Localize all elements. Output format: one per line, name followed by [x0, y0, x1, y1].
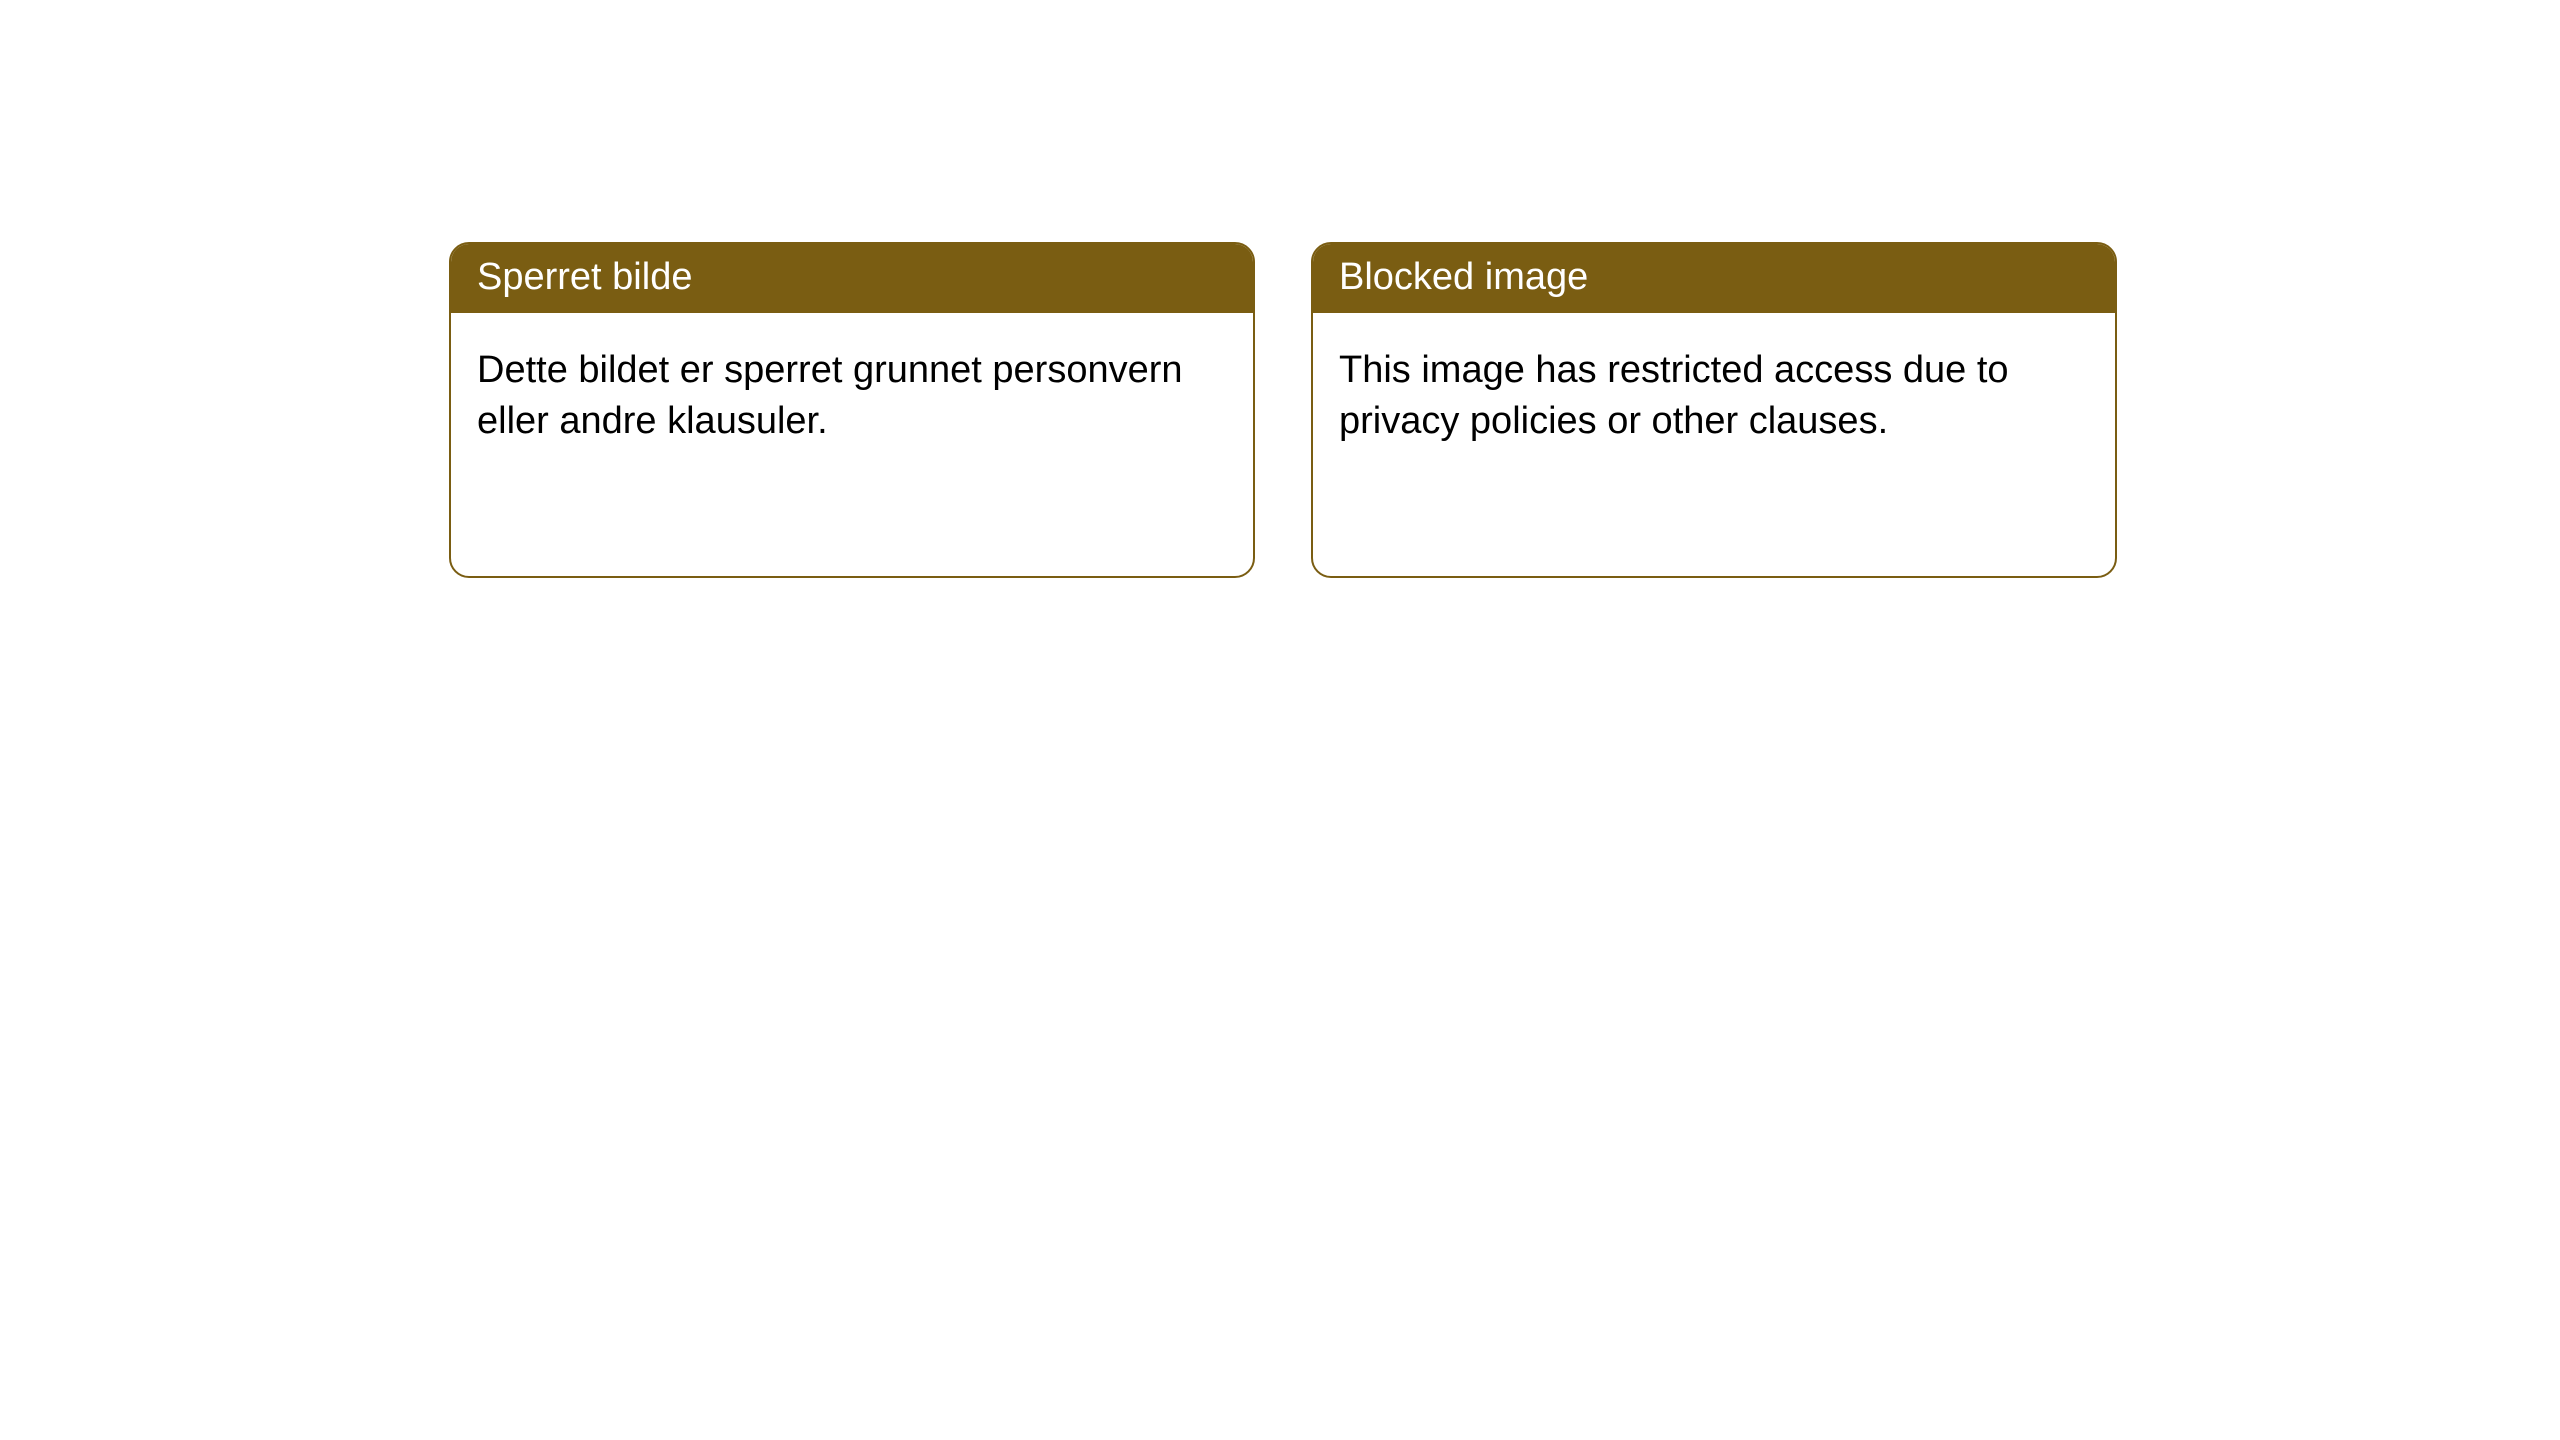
notice-body: This image has restricted access due to …: [1313, 313, 2115, 480]
notice-card-norwegian: Sperret bilde Dette bildet er sperret gr…: [449, 242, 1255, 578]
notice-card-english: Blocked image This image has restricted …: [1311, 242, 2117, 578]
notices-container: Sperret bilde Dette bildet er sperret gr…: [0, 0, 2560, 578]
notice-body: Dette bildet er sperret grunnet personve…: [451, 313, 1253, 480]
notice-title: Blocked image: [1313, 244, 2115, 313]
notice-title: Sperret bilde: [451, 244, 1253, 313]
